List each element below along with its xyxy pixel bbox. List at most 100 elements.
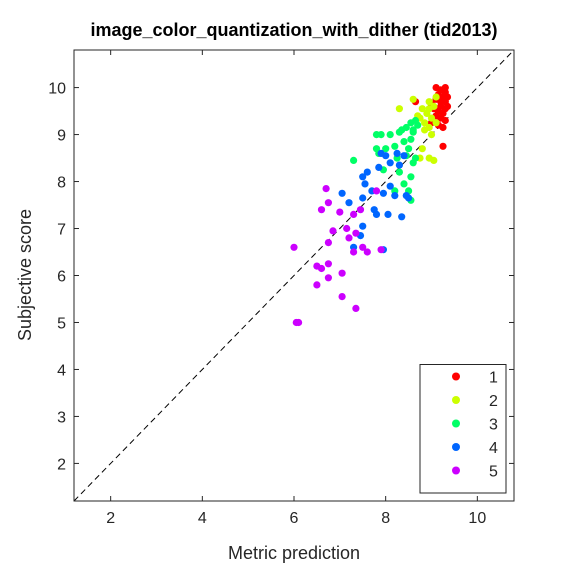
y-tick-label: 3 <box>57 409 66 426</box>
data-point-series-5 <box>350 248 358 256</box>
y-axis-ticks: 2 3 4 5 6 7 8 9 10 <box>48 81 514 473</box>
data-point-series-2 <box>418 145 426 153</box>
y-tick-label: 5 <box>57 315 66 332</box>
x-tick-label: 10 <box>468 510 486 527</box>
x-tick-label: 4 <box>198 510 207 527</box>
data-point-series-5 <box>324 199 332 207</box>
legend-marker <box>452 419 460 428</box>
data-point-series-5 <box>352 304 360 312</box>
y-axis-label: Subjective score <box>15 209 35 341</box>
y-tick-label: 9 <box>57 128 66 145</box>
data-point-series-3 <box>405 145 413 153</box>
data-point-series-5 <box>338 269 346 277</box>
data-point-series-4 <box>359 173 367 181</box>
data-point-series-5 <box>359 243 367 251</box>
data-point-series-5 <box>352 229 360 237</box>
data-point-series-4 <box>400 152 408 160</box>
data-point-series-3 <box>391 142 399 150</box>
data-point-series-4 <box>386 159 394 167</box>
data-point-series-3 <box>400 138 408 146</box>
data-point-series-5 <box>338 293 346 301</box>
data-point-series-3 <box>407 173 415 181</box>
data-point-series-3 <box>395 168 403 176</box>
data-point-series-2 <box>432 93 440 101</box>
data-point-series-2 <box>425 98 433 106</box>
data-points <box>290 84 452 327</box>
legend-box <box>419 364 507 494</box>
data-point-series-1 <box>443 102 452 110</box>
legend-label: 3 <box>489 417 498 434</box>
data-point-series-1 <box>441 116 449 125</box>
chart-title: image_color_quantization_with_dither (ti… <box>90 20 497 40</box>
data-point-series-4 <box>391 192 399 200</box>
data-point-series-5 <box>363 248 371 256</box>
x-axis-ticks: 2 4 6 8 10 <box>106 50 486 527</box>
data-point-series-4 <box>405 194 413 202</box>
data-point-series-3 <box>350 156 358 164</box>
x-tick-label: 6 <box>290 510 299 527</box>
data-point-series-4 <box>338 189 346 197</box>
data-point-series-4 <box>359 222 367 230</box>
data-point-series-4 <box>359 194 367 202</box>
y-tick-label: 7 <box>57 222 66 239</box>
legend-label: 5 <box>489 464 498 481</box>
data-point-series-4 <box>386 182 394 190</box>
data-point-series-2 <box>421 126 429 134</box>
data-point-series-4 <box>382 152 390 160</box>
data-point-series-5 <box>324 239 332 247</box>
data-point-series-5 <box>324 274 332 282</box>
data-point-series-3 <box>372 131 381 139</box>
y-tick-label: 8 <box>57 175 66 192</box>
data-point-series-3 <box>382 145 390 153</box>
data-point-series-4 <box>372 210 381 218</box>
data-point-series-4 <box>345 199 353 207</box>
data-point-series-1 <box>437 98 445 106</box>
data-point-series-2 <box>425 105 433 113</box>
data-point-series-5 <box>345 234 353 242</box>
legend-marker <box>452 396 460 404</box>
data-point-series-5 <box>317 264 326 273</box>
legend-label: 2 <box>489 393 498 410</box>
data-point-series-1 <box>439 142 447 150</box>
data-point-series-5 <box>313 281 321 289</box>
data-point-series-5 <box>350 210 358 218</box>
data-point-series-4 <box>398 213 406 221</box>
x-axis-label: Metric prediction <box>228 543 360 563</box>
data-point-series-3 <box>407 135 415 143</box>
y-tick-label: 6 <box>57 269 66 286</box>
legend: 1 2 3 4 5 <box>419 364 507 494</box>
data-point-series-5 <box>317 206 326 214</box>
data-point-series-4 <box>361 180 369 188</box>
data-point-series-2 <box>427 131 436 139</box>
data-point-series-3 <box>400 180 408 188</box>
data-point-series-5 <box>356 206 365 214</box>
data-point-series-2 <box>421 119 429 127</box>
legend-marker <box>452 443 460 451</box>
data-point-series-4 <box>395 161 403 169</box>
y-tick-label: 2 <box>57 456 66 473</box>
x-tick-label: 2 <box>106 510 115 527</box>
data-point-series-5 <box>329 227 337 235</box>
data-point-series-3 <box>409 128 417 136</box>
data-point-series-2 <box>432 119 440 127</box>
data-point-series-5 <box>372 187 381 195</box>
data-point-series-4 <box>393 149 401 157</box>
data-point-series-2 <box>427 114 436 122</box>
legend-label: 4 <box>489 440 498 457</box>
legend-marker <box>452 372 460 381</box>
data-point-series-1 <box>439 123 447 132</box>
data-point-series-3 <box>398 126 406 134</box>
data-point-series-5 <box>377 246 385 254</box>
x-tick-label: 8 <box>381 510 390 527</box>
data-point-series-5 <box>324 260 332 268</box>
data-point-series-5 <box>290 243 298 251</box>
data-point-series-3 <box>411 154 420 162</box>
data-point-series-4 <box>363 168 371 176</box>
data-point-series-5 <box>336 208 344 216</box>
y-tick-label: 4 <box>57 362 66 379</box>
legend-marker <box>452 466 460 475</box>
data-point-series-5 <box>343 224 351 233</box>
data-point-series-3 <box>414 121 422 129</box>
data-point-series-4 <box>379 189 387 197</box>
